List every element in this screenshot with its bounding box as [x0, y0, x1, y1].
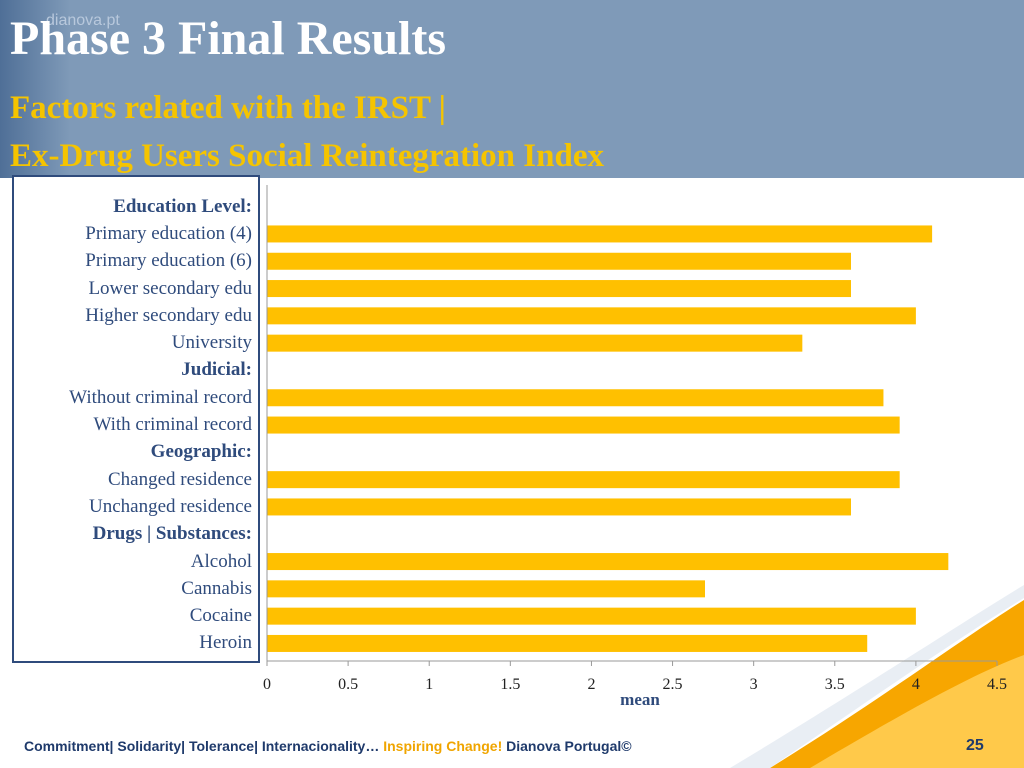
category-label: University — [171, 332, 252, 354]
bar — [267, 580, 705, 598]
category-label: With criminal record — [93, 414, 252, 436]
bar — [267, 553, 949, 571]
category-label: Higher secondary edu — [85, 304, 252, 326]
bar — [267, 334, 803, 352]
page-title: Phase 3 Final Results — [10, 12, 447, 65]
page-number: 25 — [966, 737, 984, 754]
category-group-label: Drugs | Substances: — [92, 523, 252, 545]
subtitle-line-1: Factors related with the IRST | — [10, 90, 446, 126]
category-label-panel — [12, 175, 260, 663]
x-tick-label: 1 — [425, 676, 433, 693]
x-tick-label: 1.5 — [500, 676, 520, 693]
category-group-label: Geographic: — [150, 441, 252, 463]
watermark-text: dianova.pt — [46, 12, 120, 29]
bar — [267, 252, 851, 270]
bar — [267, 607, 916, 625]
footer-tagline: Commitment| Solidarity| Tolerance| Inter… — [24, 738, 632, 754]
category-label: Changed residence — [107, 468, 252, 490]
category-label: Alcohol — [190, 550, 252, 572]
category-group-label: Judicial: — [181, 359, 252, 381]
header-gradient — [0, 0, 70, 178]
bar — [267, 225, 933, 243]
category-label: Unchanged residence — [88, 495, 252, 517]
category-group-label: Education Level: — [113, 195, 252, 217]
x-axis-title: mean — [620, 690, 660, 709]
page-subtitle: Factors related with the IRST | Ex-Drug … — [10, 84, 604, 180]
x-tick-label: 3.5 — [825, 676, 845, 693]
category-label: Heroin — [199, 632, 252, 654]
bar — [267, 307, 916, 325]
x-tick-label: 2.5 — [663, 676, 683, 693]
bar — [267, 471, 900, 489]
x-tick-label: 4.5 — [987, 676, 1007, 693]
category-label: Without criminal record — [69, 386, 252, 408]
x-tick-label: 4 — [912, 676, 920, 693]
header-banner — [0, 0, 1024, 178]
x-tick-label: 0.5 — [338, 676, 358, 693]
category-label: Lower secondary edu — [88, 277, 252, 299]
bar — [267, 416, 900, 434]
footer-accent: Inspiring Change! — [383, 738, 503, 754]
x-tick-label: 0 — [263, 676, 271, 693]
bar — [267, 280, 851, 298]
bar — [267, 634, 868, 652]
category-label: Primary education (6) — [85, 250, 252, 272]
category-label: Cannabis — [181, 577, 252, 599]
footer-org: Dianova Portugal© — [506, 738, 632, 754]
footer-values: Commitment| Solidarity| Tolerance| Inter… — [24, 738, 380, 754]
subtitle-line-2: Ex-Drug Users Social Reintegration Index — [10, 138, 604, 174]
x-tick-label: 2 — [587, 676, 595, 693]
category-label: Cocaine — [189, 605, 252, 627]
x-tick-label: 3 — [750, 676, 758, 693]
bar — [267, 498, 851, 516]
category-label: Primary education (4) — [85, 222, 252, 244]
bar — [267, 389, 884, 407]
